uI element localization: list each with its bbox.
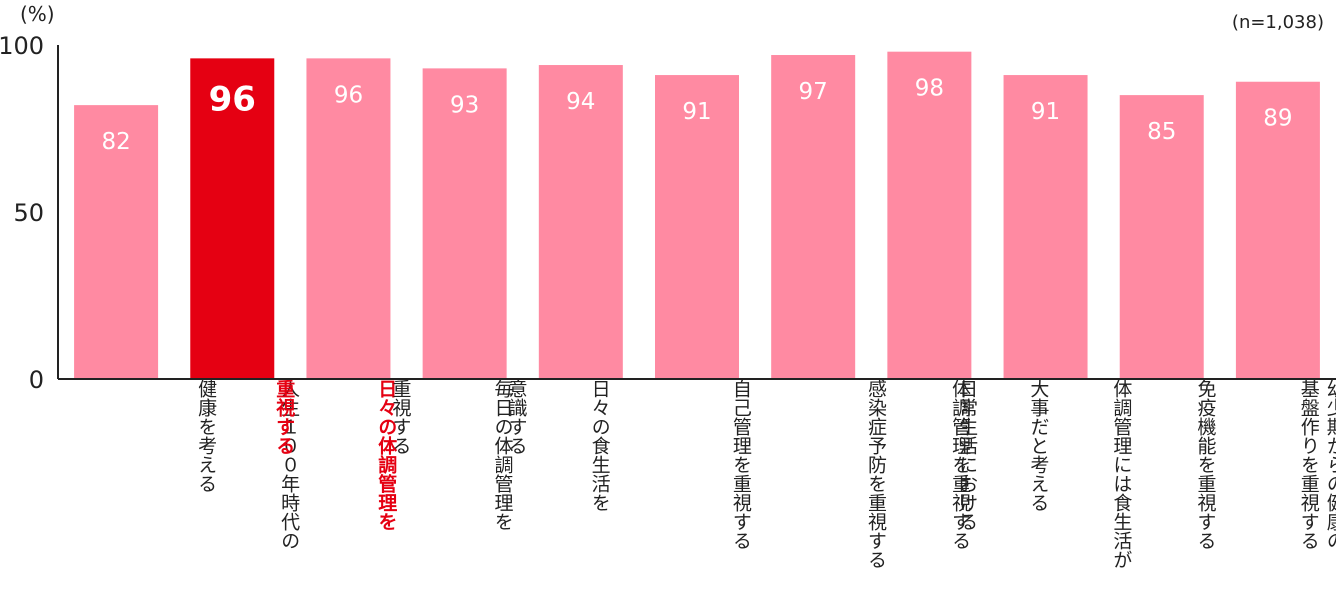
category-label-line: 重視する: [219, 379, 295, 455]
category-label: 日常生活における体調管理を重視する: [800, 379, 978, 549]
bar-value-label: 98: [915, 76, 944, 102]
bar-value-label: 97: [799, 79, 828, 105]
category-label-line: 体調管理を重視する: [800, 379, 971, 549]
bar-value-label: 82: [101, 129, 130, 155]
category-label-line: 幼少期からの健康の: [1175, 379, 1336, 549]
category-label-line: 日常生活における: [826, 379, 978, 530]
bar: [538, 65, 623, 379]
y-tick-label: 0: [29, 366, 44, 394]
bar-value-label: 91: [682, 99, 711, 125]
bar-value-label: 85: [1147, 119, 1176, 145]
category-label-line: 基盤作りを重視する: [1149, 379, 1320, 549]
bar: [1119, 95, 1204, 379]
category-label-line: 家族みんなで行う: [1291, 379, 1336, 530]
bar-value-label: 89: [1263, 106, 1292, 132]
bar: [190, 58, 275, 380]
y-tick-label: 50: [13, 199, 44, 227]
y-axis-unit-label: (%): [20, 2, 55, 26]
category-label: 日々の体調管理を重視する: [219, 379, 397, 531]
bar: [887, 51, 972, 380]
category-label-line: 免疫機能を重視する: [1046, 379, 1217, 549]
bar: [655, 75, 739, 379]
category-label-line: 毎日の体調管理を: [361, 379, 513, 530]
category-label: 幼少期からの健康の基盤作りを重視する: [1149, 379, 1336, 549]
category-label-line: 日々の体調管理を: [245, 379, 397, 531]
category-label-line: 人生１００年時代の: [129, 379, 300, 549]
bar: [422, 68, 507, 379]
category-label: 感染症予防を重視する: [697, 379, 887, 568]
category-label-line: 大事だと考える: [916, 379, 1049, 511]
category-label: 家族みんなで行う体調管理を重視する: [1265, 379, 1336, 549]
bar: [306, 58, 391, 380]
category-label: 毎日の体調管理を重視する: [335, 379, 513, 530]
bar-value-label: 91: [1031, 99, 1060, 125]
bar-value-label: 96: [334, 82, 363, 108]
y-tick-label: 100: [0, 32, 44, 60]
category-label: 免疫機能を重視する: [1046, 379, 1217, 549]
category-label: 人生１００年時代の健康を考える: [103, 379, 300, 549]
category-label-line: 体調管理を重視する: [1265, 379, 1336, 549]
bar-value-label: 96: [209, 79, 256, 119]
category-label-line: 感染症予防を重視する: [697, 379, 887, 568]
bar: [1235, 81, 1320, 380]
category-label-line: 意識する: [452, 379, 528, 454]
category-label-line: 重視する: [335, 379, 411, 454]
category-label: 体調管理には食生活が大事だと考える: [916, 379, 1132, 568]
category-label-line: 自己管理を重視する: [581, 379, 752, 549]
bar: [1003, 75, 1088, 379]
category-label-line: 健康を考える: [103, 379, 217, 492]
category-label: 自己管理を重視する: [581, 379, 752, 549]
bar-value-label: 94: [566, 89, 595, 115]
bar-value-label: 93: [450, 92, 479, 118]
bar: [771, 55, 856, 380]
sample-size-note: (n=1,038): [1231, 12, 1324, 33]
bar: [74, 105, 159, 380]
category-label-line: 体調管理には食生活が: [942, 379, 1132, 568]
